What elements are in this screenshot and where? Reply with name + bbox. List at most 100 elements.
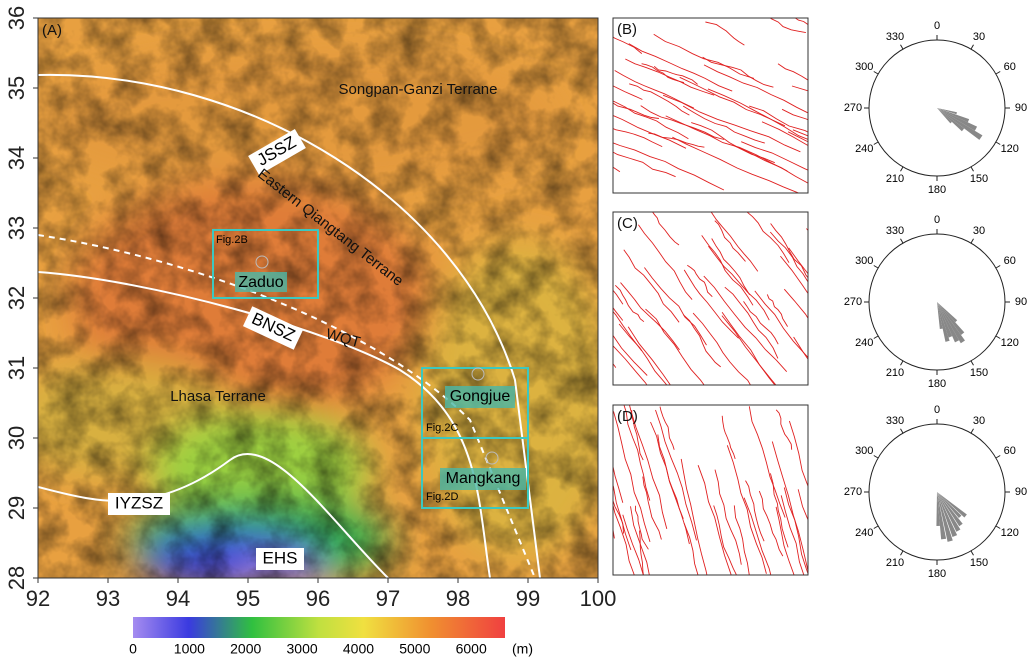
panel-frame — [613, 212, 808, 385]
fault-line — [715, 221, 746, 262]
colorbar-tick-label: 2000 — [230, 641, 261, 657]
fault-map — [554, 202, 876, 455]
rose-tick — [971, 45, 974, 49]
fault-line — [646, 309, 717, 404]
rose-tick-label: 120 — [1001, 143, 1019, 155]
rose-tick — [901, 429, 904, 433]
fault-line — [712, 239, 750, 295]
rose-tick-label: 30 — [973, 415, 985, 427]
rose-tick-label: 270 — [844, 486, 862, 498]
rose-tick — [971, 429, 974, 433]
map-label: IYZSZ — [115, 493, 163, 512]
elevation-map — [0, 18, 620, 590]
rose-tick-label: 150 — [970, 173, 988, 185]
fault-line — [607, 141, 724, 190]
fault-line — [722, 312, 805, 420]
fault-line — [681, 459, 709, 588]
rose-tick-label: 60 — [1004, 255, 1016, 267]
rose-tick-label: 120 — [1001, 337, 1019, 349]
fault-line — [644, 268, 706, 346]
fault-line — [788, 132, 925, 187]
fault-line — [755, 9, 806, 32]
rose-tick — [996, 72, 1000, 75]
colorbar-tick-label: 6000 — [456, 641, 487, 657]
rose-tick-label: 330 — [886, 31, 904, 43]
colorbar — [133, 617, 505, 638]
fault-line — [725, 287, 778, 358]
fault-line — [767, 294, 787, 326]
rose-tick-label: 180 — [928, 568, 946, 580]
rose-tick-label: 60 — [1004, 445, 1016, 457]
fault-line — [798, 489, 839, 632]
x-tick-label: 98 — [446, 586, 470, 611]
rose-tick — [901, 167, 904, 171]
colorbar-tick-label: 5000 — [399, 641, 430, 657]
fault-line — [656, 410, 697, 540]
rose-tick-label: 90 — [1015, 296, 1027, 308]
fault-line — [722, 416, 735, 459]
colorbar-tick-label: 1000 — [174, 641, 205, 657]
map-label: Mangkang — [446, 470, 521, 487]
rose-tick — [874, 456, 878, 459]
rose-tick — [996, 456, 1000, 459]
rose-tick-label: 300 — [855, 445, 873, 457]
colorbar-tick-label: 3000 — [287, 641, 318, 657]
fault-line — [727, 445, 766, 573]
colorbar-tick-label: 4000 — [343, 641, 374, 657]
panel-label: (A) — [42, 22, 62, 39]
rose-tick-label: 0 — [934, 404, 940, 416]
rose-tick-label: 300 — [855, 255, 873, 267]
rose-tick — [901, 45, 904, 49]
map-label: Songpan-Ganzi Terrane — [339, 81, 498, 98]
rose-tick — [874, 142, 878, 145]
colorbar-unit: (m) — [512, 641, 533, 657]
fault-line — [598, 463, 637, 592]
x-tick-label: 97 — [376, 586, 400, 611]
rose-tick-label: 90 — [1015, 486, 1027, 498]
rose-tick-label: 330 — [886, 415, 904, 427]
rose-tick — [971, 239, 974, 243]
y-tick-label: 32 — [4, 286, 29, 310]
fault-line — [746, 481, 765, 542]
fault-line — [684, 270, 738, 338]
y-tick-label: 30 — [4, 426, 29, 450]
fault-map — [572, 396, 839, 653]
rose-tick-label: 210 — [886, 173, 904, 185]
map-label: Gongjue — [450, 388, 511, 405]
y-tick-label: 35 — [4, 76, 29, 100]
panel-label: (C) — [617, 215, 638, 232]
fault-line — [623, 515, 662, 634]
fault-line — [693, 313, 754, 391]
y-tick-label: 29 — [4, 496, 29, 520]
box-label: Fig.2B — [216, 234, 248, 246]
rose-tick — [971, 361, 974, 365]
rose-tick-label: 240 — [855, 143, 873, 155]
fault-line — [776, 410, 792, 450]
fault-line — [738, 202, 789, 263]
rose-petal — [937, 108, 977, 131]
fault-line — [793, 130, 930, 188]
x-tick-label: 96 — [306, 586, 330, 611]
fault-line — [628, 327, 717, 452]
fault-line — [605, 98, 688, 139]
x-tick-label: 100 — [580, 586, 617, 611]
fault-line — [708, 246, 769, 320]
fault-line — [741, 142, 870, 196]
rose-tick — [901, 361, 904, 365]
fault-line — [629, 84, 689, 115]
rose-tick-label: 120 — [1001, 527, 1019, 539]
rose-tick-label: 240 — [855, 527, 873, 539]
fault-line — [702, 235, 753, 305]
fault-line — [705, 22, 744, 45]
y-tick-label: 28 — [4, 566, 29, 590]
map-label: Zaduo — [238, 274, 283, 291]
rose-tick-label: 150 — [970, 367, 988, 379]
rose-tick-label: 210 — [886, 367, 904, 379]
map-label: EHS — [263, 548, 298, 567]
fault-line — [619, 324, 695, 415]
rose-petal — [937, 108, 982, 140]
fault-line — [734, 505, 756, 598]
figure: (A) Songpan-Ganzi Terrane JSSZ Eastern Q… — [0, 0, 1034, 662]
fault-line — [601, 461, 624, 534]
fault-line — [744, 498, 794, 648]
